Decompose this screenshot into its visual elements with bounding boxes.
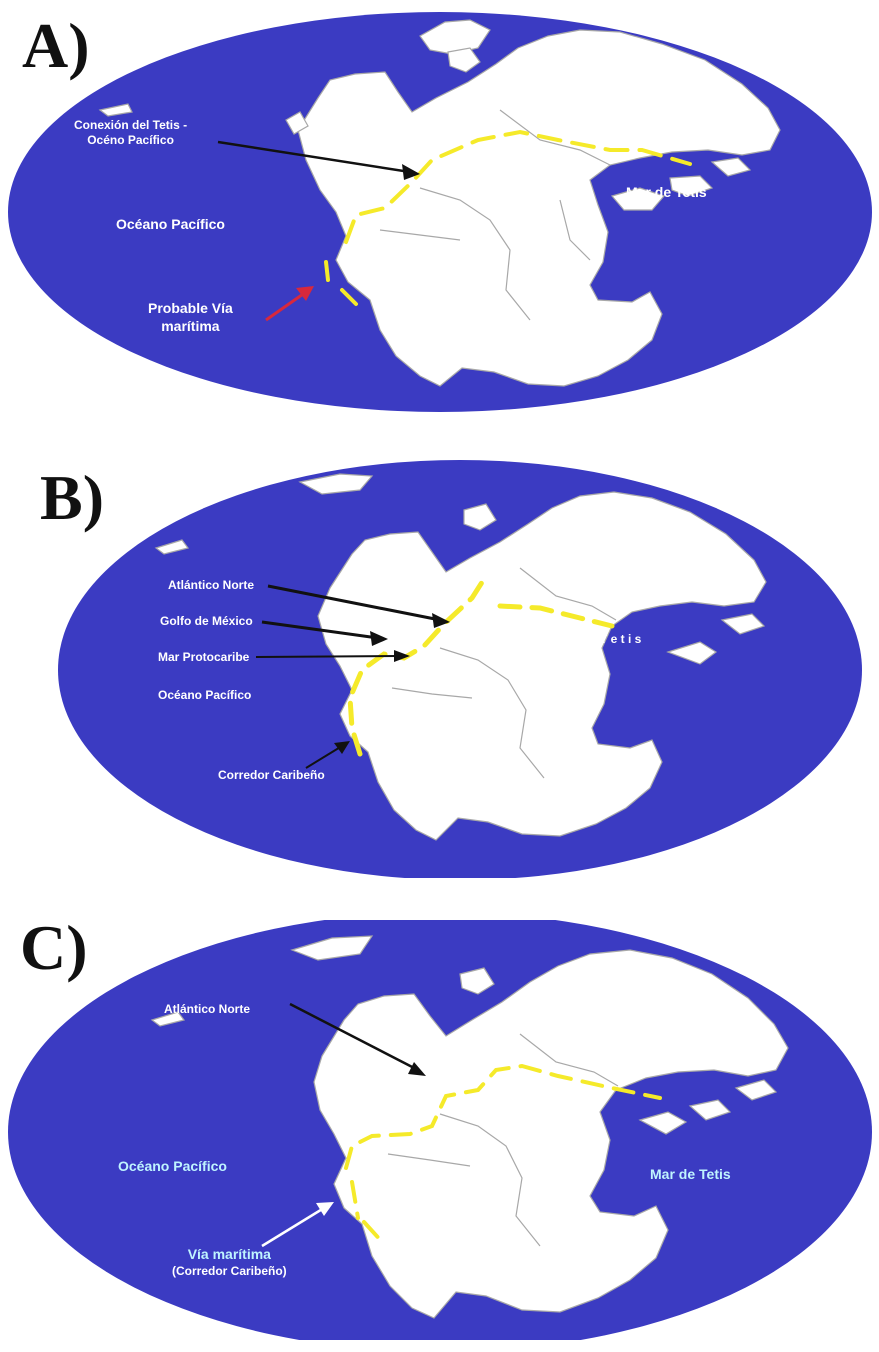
pangea-map-a	[8, 12, 872, 412]
map-panel-a: A) Conexión del Tetis - Océno Pacífico O…	[0, 0, 879, 420]
borders	[379, 109, 611, 321]
east-island-3	[710, 157, 752, 177]
borders	[387, 1033, 619, 1247]
west-island	[150, 1011, 186, 1027]
east-island-2	[720, 613, 766, 635]
arrow-atlantico	[267, 584, 441, 622]
arrow-corredor	[305, 745, 343, 769]
label-via: Vía marítima (Corredor Caribeño)	[172, 1246, 287, 1279]
label-corredor: Corredor Caribeño	[218, 768, 325, 782]
label-oceano: Océano Pacífico	[158, 688, 252, 702]
label-atlantico: Atlántico Norte	[168, 578, 255, 592]
label-protocaribe: Mar Protocaribe	[158, 650, 250, 664]
continents	[150, 935, 789, 1319]
borders	[391, 567, 617, 779]
panel-letter: B)	[40, 462, 104, 533]
continents	[98, 19, 781, 387]
map-panel-b: B) Atlántico Norte Golfo de México Mar P…	[0, 458, 879, 878]
arrow-golfo	[261, 620, 379, 640]
east-island-1	[638, 1111, 688, 1135]
arrowhead	[394, 650, 410, 662]
arrow-protocaribe	[255, 655, 399, 658]
arrows	[217, 140, 420, 322]
arrows	[255, 584, 450, 769]
arrowhead-red	[296, 286, 314, 301]
panel-letter: C)	[20, 912, 88, 983]
label-conexion: Conexión del Tetis - Océno Pacífico	[74, 118, 187, 148]
east-island-2	[688, 1099, 732, 1121]
continents	[154, 473, 767, 841]
route-line	[344, 1063, 662, 1246]
label-via: Probable Vía marítima	[148, 300, 233, 335]
east-island-3	[734, 1079, 778, 1101]
north-island	[298, 473, 374, 495]
panel-letter: A)	[22, 10, 90, 81]
route-line	[324, 129, 692, 306]
central-island	[463, 503, 497, 531]
label-golfo: Golfo de México	[160, 614, 253, 628]
east-island-1	[610, 187, 666, 211]
central-island	[459, 967, 495, 995]
east-island-1	[666, 641, 718, 665]
label-line: Océno Pacífico	[87, 133, 174, 147]
north-island	[290, 935, 374, 961]
pangea-map-b	[58, 460, 862, 878]
north-island	[419, 19, 491, 55]
arrow-black	[289, 1002, 419, 1072]
label-mar-tetis: Mar de Tetis	[650, 1166, 731, 1182]
label-oceano: Océano Pacífico	[118, 1158, 227, 1174]
label-line: marítima	[161, 317, 220, 334]
label-mar-tetis: Mar de Tetis	[626, 184, 707, 200]
label-line: Probable Vía	[148, 300, 233, 316]
arrows	[261, 1002, 426, 1248]
label-oceano: Océano Pacífico	[116, 216, 225, 232]
label-atlantico: Atlántico Norte	[164, 1002, 251, 1016]
arrowhead	[334, 741, 350, 754]
arrow-red	[265, 290, 307, 322]
small-island	[98, 103, 133, 117]
east-island-2	[669, 175, 714, 197]
arrowhead-black	[408, 1062, 426, 1076]
west-island	[285, 111, 309, 135]
label-line: Vía marítima	[187, 1246, 271, 1262]
label-line: Conexión del Tetis -	[74, 118, 188, 132]
map-panel-c: C) Atlántico Norte Océano Pacífico Mar d…	[0, 916, 879, 1340]
arrowhead-black	[402, 164, 420, 180]
label-line: (Corredor Caribeño)	[172, 1263, 287, 1278]
pangea-map-c	[8, 920, 872, 1340]
west-island	[154, 539, 190, 555]
pangea-landmass	[317, 491, 767, 841]
arrowhead	[432, 613, 450, 628]
label-tetis: T e t i s	[600, 632, 642, 646]
pangea-landmass	[297, 29, 781, 387]
arrow-black	[217, 140, 411, 174]
pangea-landmass	[313, 949, 789, 1319]
arrowhead	[370, 631, 388, 646]
arrowhead-white	[316, 1202, 334, 1216]
arrow-white	[261, 1206, 325, 1248]
central-island	[447, 47, 481, 73]
route-line	[347, 573, 615, 757]
